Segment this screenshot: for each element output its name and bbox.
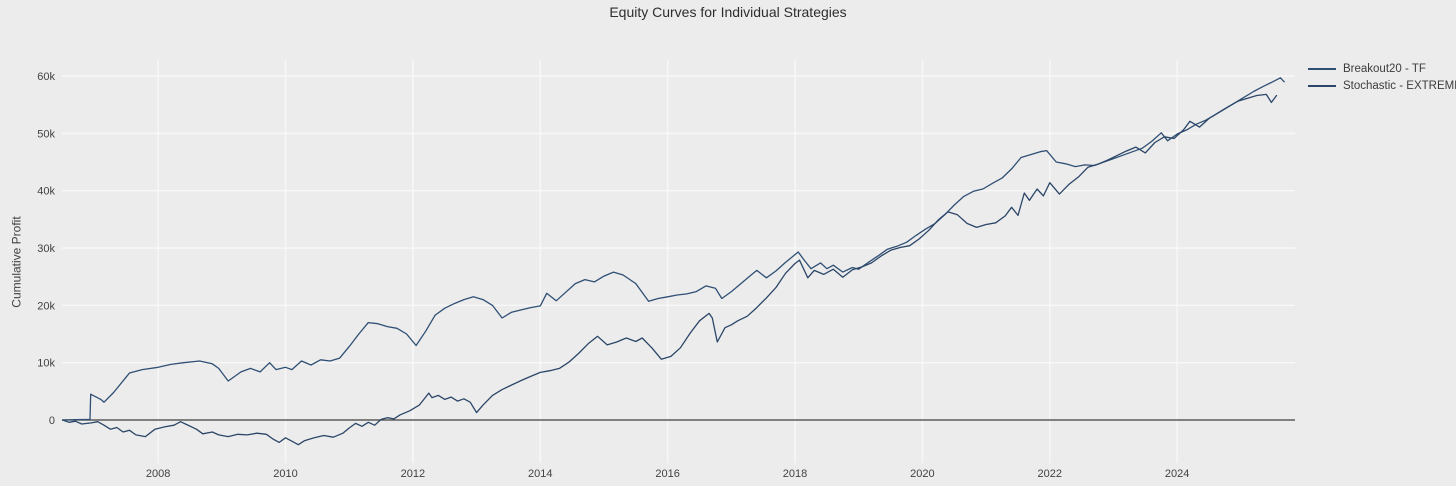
series-line-stochastic-extremes [61,93,1278,446]
y-tick-label: 60k [37,71,55,83]
series-line-breakout20-tf [61,77,1285,421]
legend-item-breakout20-tf: Breakout20 - TF [1308,62,1456,76]
legend: Breakout20 - TF Stochastic - EXTREMES [1308,62,1456,93]
y-tick-label: 10k [37,358,55,370]
x-tick-label: 2014 [528,468,552,480]
x-tick-label: 2008 [146,468,170,480]
legend-label: Stochastic - EXTREMES [1343,80,1456,92]
legend-label: Breakout20 - TF [1343,63,1426,75]
x-tick-label: 2012 [401,468,425,480]
y-tick-label: 50k [37,128,55,140]
x-tick-label: 2020 [910,468,934,480]
legend-item-stochastic-extremes: Stochastic - EXTREMES [1308,79,1456,93]
x-tick-label: 2010 [273,468,297,480]
x-tick-label: 2016 [655,468,679,480]
y-tick-label: 40k [37,186,55,198]
x-tick-label: 2022 [1038,468,1062,480]
y-tick-label: 20k [37,300,55,312]
legend-swatch [1308,85,1336,87]
y-tick-label: 30k [37,243,55,255]
y-tick-label: 0 [49,415,55,427]
x-tick-label: 2018 [783,468,807,480]
x-tick-label: 2024 [1165,468,1189,480]
legend-swatch [1308,68,1336,70]
chart-title: Equity Curves for Individual Strategies [609,4,847,20]
